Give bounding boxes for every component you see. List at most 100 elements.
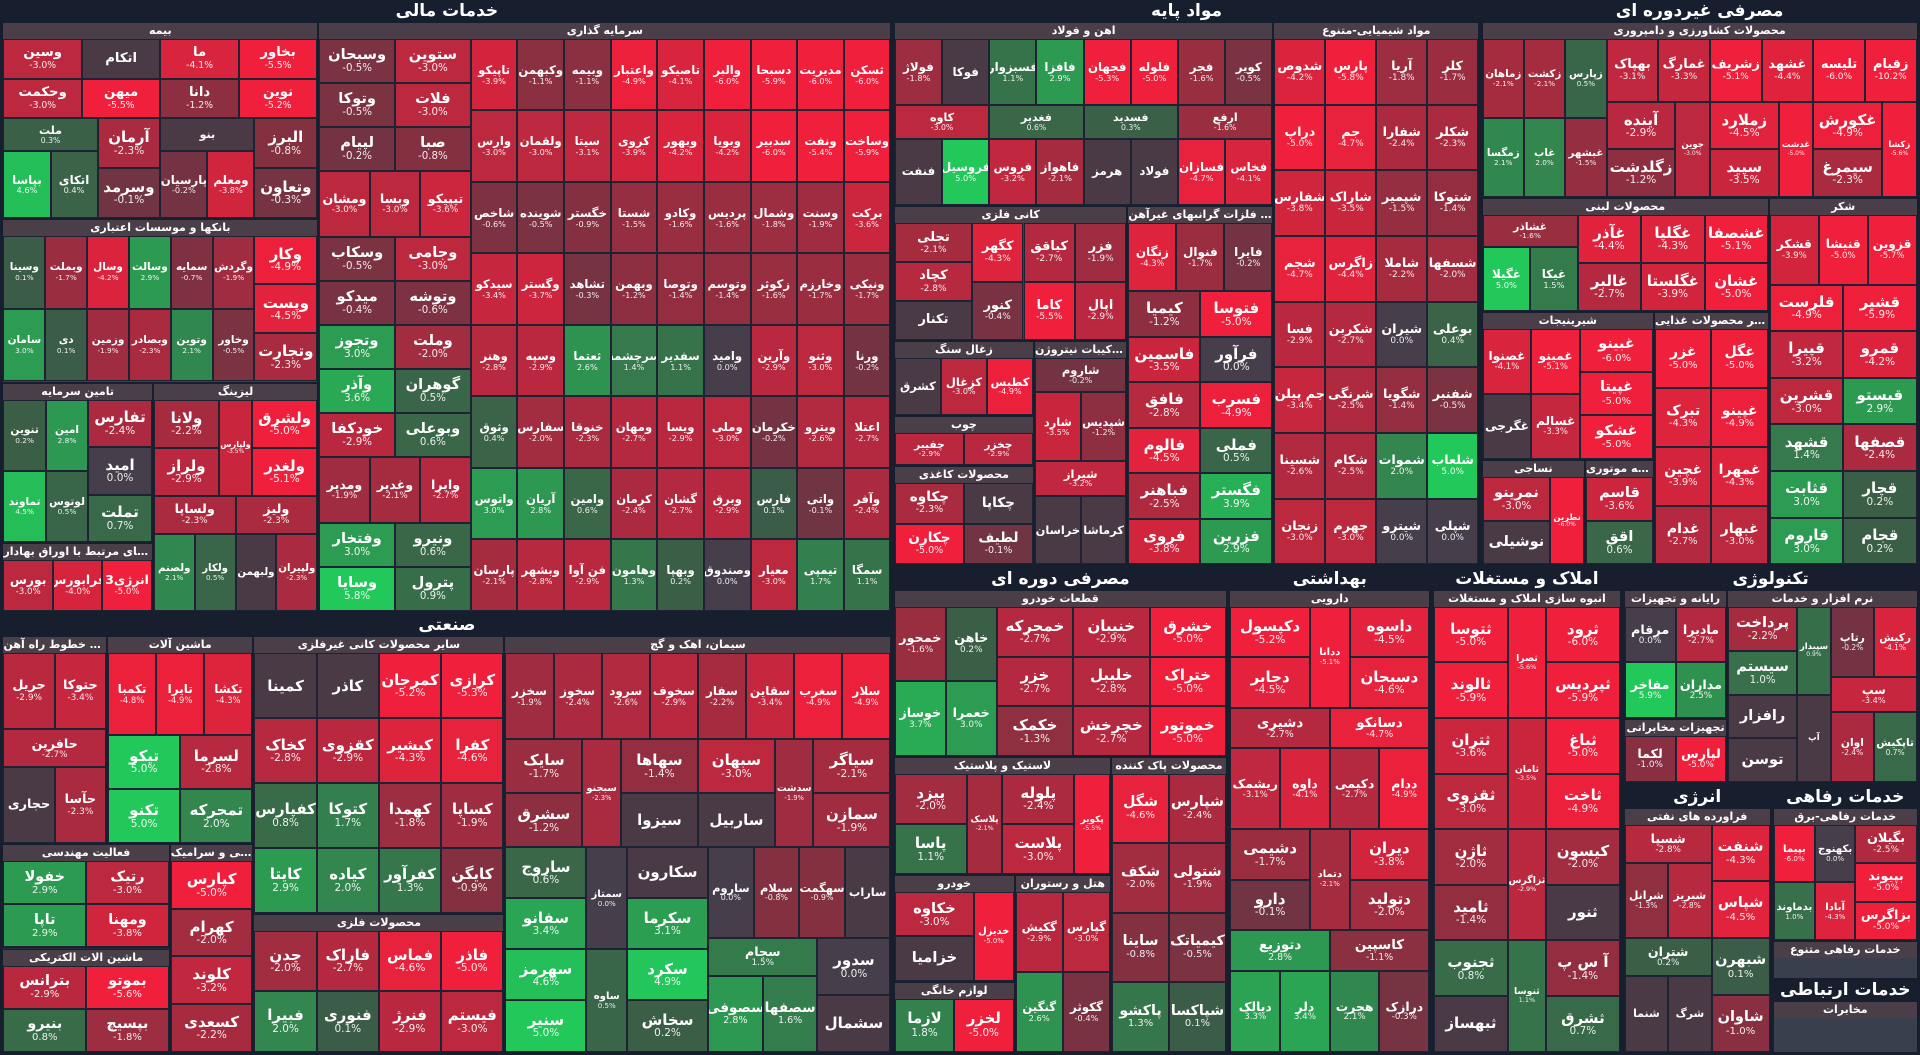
tile-name: قشرین <box>1779 386 1834 405</box>
tile-name: زماهان <box>1485 67 1522 80</box>
tile-value: 0.3% <box>40 135 61 145</box>
sector: تکنولوژی نرم افزار و خدمات رکیش -4.1% رتاپ -0… <box>1623 567 1918 784</box>
tile: واتوس 3.0% <box>470 467 518 540</box>
tile-name: خنیبان <box>1087 616 1136 635</box>
tile-name: لطیف <box>978 530 1019 547</box>
tile-value: 0.2% <box>1656 958 1680 969</box>
tile: ولبهمن <box>235 534 277 611</box>
tile-name: قنیشا <box>1825 237 1861 252</box>
tile-value: 2.9% <box>1866 402 1894 415</box>
tile-name: داوه <box>1292 776 1318 792</box>
tile-value: 2.1% <box>1494 157 1513 167</box>
tile: البرز -0.8% <box>254 118 318 168</box>
group: نرم افزار و خدمات رکیش -4.1% رتاپ -0.2% سپ -3.… <box>1727 589 1918 784</box>
tile: ریشمک -3.1% <box>1230 748 1281 830</box>
tile: غگرجی <box>1482 393 1532 459</box>
tile: چفیبر -2.9% <box>894 432 964 465</box>
tile-name: کیمیا <box>1146 299 1183 318</box>
tile-name: تماوند <box>8 495 41 508</box>
tile-value: 0.2% <box>654 1027 681 1040</box>
tile: سیدکو -3.4% <box>470 253 518 325</box>
tile-value: -4.4% <box>1594 240 1625 253</box>
tile-name: وهنر <box>480 348 508 363</box>
tile: حریل -2.9% <box>3 653 55 730</box>
tile-name: وآرین <box>757 348 791 363</box>
tile: مفاخر 5.9% <box>1624 662 1676 718</box>
tile-name: تیپیکو <box>427 191 464 207</box>
tile-value: -0.5% <box>342 62 372 75</box>
tile: آریا -1.8% <box>1376 39 1428 105</box>
tile-name: غدشت <box>1781 140 1811 151</box>
tile: بگیلان -2.5% <box>1855 824 1917 864</box>
tile-name: وخاور <box>218 334 249 347</box>
tile-name: وتوین <box>176 334 207 347</box>
tile-name: خمحور <box>899 631 942 647</box>
tile-name: وسکاب <box>330 244 384 262</box>
tile-name: شفارس <box>1274 190 1326 206</box>
tile-value: -3.0% <box>331 205 358 216</box>
tile-name: شجم <box>1283 255 1316 271</box>
tile-value: 2.5% <box>1689 691 1713 702</box>
tile-name: پاسا <box>914 834 947 853</box>
tile: سکرما 3.1% <box>627 898 709 950</box>
tile-value: 3.0% <box>1793 495 1820 508</box>
tile: شپاکسا 0.1% <box>1169 982 1226 1052</box>
tile-value: -2.4% <box>1841 747 1864 757</box>
group-title: تولید کود و ترکیبات نیتروژن <box>1034 341 1127 358</box>
tile-name: فرآور <box>1215 344 1258 363</box>
tile-name: وسرمد <box>103 177 155 196</box>
tile-value: -2.5% <box>1149 497 1180 510</box>
tile-name: شدوص <box>1277 58 1323 74</box>
tile: وآذر 3.6% <box>319 368 396 413</box>
group: بانکها و موسسات اعتباری وکار -4.9% وپست -4.5… <box>2 218 319 383</box>
tile: تایرا -4.9% <box>156 653 205 735</box>
tile: سهگمت -0.9% <box>799 847 845 938</box>
tile: بنیرو 0.8% <box>3 1008 87 1052</box>
tile: سبهان -3.0% <box>697 739 775 794</box>
tile-value: -1.4% <box>1455 914 1487 927</box>
tile-value: -3.0% <box>952 387 976 397</box>
tile-name: بدماوند <box>1776 901 1813 913</box>
tile-name: اتکای <box>58 172 90 187</box>
tile-value: 0.0% <box>840 967 868 980</box>
tile-name: سمتاز <box>591 888 622 900</box>
tile-value: -4.1% <box>1884 642 1906 652</box>
tile-name: ثشرق <box>1561 1008 1605 1027</box>
tile: آبادا -4.3% <box>1814 882 1856 941</box>
tile-value: -2.6% <box>613 697 638 708</box>
tile-name: دشیری <box>1256 714 1304 731</box>
tile-name: زپارس <box>1568 67 1603 80</box>
tile: فسدید 0.3% <box>1083 105 1178 139</box>
tile-value: -5.4% <box>808 147 833 158</box>
tile-name: کچاد <box>919 268 948 284</box>
tile-value: -5.0% <box>1455 636 1487 649</box>
tile-name: شسپا <box>1650 830 1686 846</box>
tile-name: شرگ <box>1675 1006 1705 1020</box>
tile-value: -5.0% <box>1830 250 1856 261</box>
tile: ثاژن -2.0% <box>1433 829 1509 885</box>
tile-value: 0.3% <box>1120 122 1141 132</box>
tile-name: کشرق <box>899 379 936 393</box>
tile-value: -1.8% <box>1388 72 1415 83</box>
tile-value: -6.0% <box>1567 636 1599 649</box>
tile-value: -3.0% <box>1791 402 1822 415</box>
tile-name: پاکشو <box>1119 1002 1162 1019</box>
tile-name: سدبیر <box>756 134 792 149</box>
tile: ثاخت -4.9% <box>1545 773 1621 830</box>
tile-name: سبهان <box>711 751 761 770</box>
tile-name: حریل <box>12 678 46 694</box>
tile-value: 3.0% <box>344 546 371 559</box>
tile: وتوسم -1.4% <box>703 253 751 325</box>
tile: ونیرو 0.6% <box>395 522 471 567</box>
tile-value: -3.0% <box>1683 149 1702 157</box>
tile-value: -2.9% <box>332 752 364 765</box>
tile-value: -3.4% <box>757 697 783 708</box>
tile-name: غصنوا <box>1488 348 1526 363</box>
tile-name: غشاذر <box>1513 219 1548 233</box>
tile-name: خگستر <box>567 205 607 220</box>
tile-value: -2.0% <box>1126 879 1155 891</box>
tile-value: -4.2% <box>668 147 693 158</box>
tile: سمایه -0.7% <box>170 235 213 309</box>
tile-name: کمرجان <box>381 670 439 689</box>
tile: شرانل -1.3% <box>1624 862 1669 939</box>
